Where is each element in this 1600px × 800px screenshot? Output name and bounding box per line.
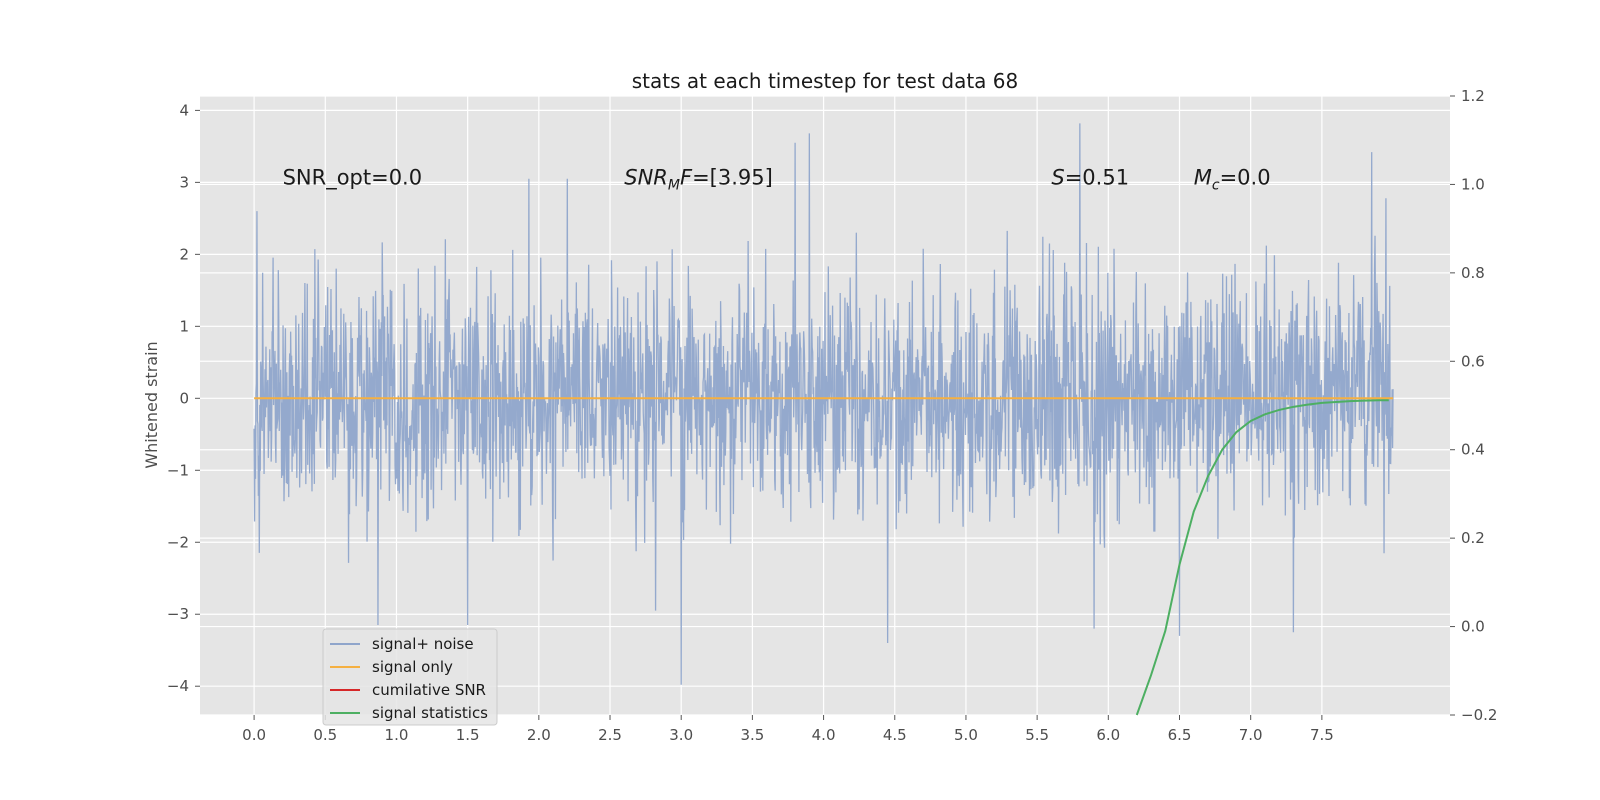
x-tick-label: 2.0 — [527, 726, 551, 744]
x-tick-label: 6.5 — [1168, 726, 1192, 744]
y-tick-label: 4 — [179, 101, 189, 119]
x-tick-label: 0.0 — [242, 726, 266, 744]
y2-tick-label: 0.0 — [1461, 618, 1485, 636]
series-line-signal-noise — [253, 123, 1394, 685]
x-tick-label: 5.5 — [1025, 726, 1049, 744]
y-tick-label: −1 — [167, 461, 189, 479]
y-tick-label: 2 — [179, 245, 189, 263]
chart-title: stats at each timestep for test data 68 — [632, 69, 1018, 93]
x-tick-label: 4.0 — [812, 726, 836, 744]
x-tick-label: 1.0 — [385, 726, 409, 744]
legend-label: signal only — [372, 658, 453, 676]
x-tick-label: 1.5 — [456, 726, 480, 744]
annotation: S=0.51 — [1051, 165, 1129, 189]
y2-tick-label: 0.8 — [1461, 264, 1485, 282]
x-tick-label: 7.5 — [1310, 726, 1334, 744]
legend-label: signal+ noise — [372, 635, 474, 653]
legend-label: signal statistics — [372, 704, 488, 722]
x-tick-label: 5.0 — [954, 726, 978, 744]
annotation: SNR_opt=0.0 — [283, 165, 423, 190]
y2-tick-label: 0.6 — [1461, 352, 1485, 370]
y-axis-label: Whitened strain — [142, 341, 161, 468]
y2-tick-label: 0.2 — [1461, 529, 1485, 547]
y2-tick-label: 0.4 — [1461, 441, 1485, 459]
y-tick-label: −4 — [167, 677, 189, 695]
y-tick-label: 3 — [179, 173, 189, 191]
x-tick-label: 6.0 — [1096, 726, 1120, 744]
x-tick-label: 0.5 — [313, 726, 337, 744]
grid — [200, 95, 1450, 716]
y2-tick-label: 1.2 — [1461, 87, 1485, 105]
y-tick-label: 0 — [179, 389, 189, 407]
y-tick-label: −3 — [167, 605, 189, 623]
legend-label: cumilative SNR — [372, 681, 486, 699]
line-series — [254, 397, 1394, 716]
series-line-signal-statistics — [1135, 399, 1389, 716]
y-tick-label: −2 — [167, 533, 189, 551]
x-tick-label: 7.0 — [1239, 726, 1263, 744]
series-signal-noise — [253, 123, 1394, 685]
x-tick-label: 3.0 — [669, 726, 693, 744]
axes: 0.0 0.5 1.0 1.5 2.0 2.5 3.0 3.5 4.0 4.5 5.0 5.5 6.0 6… — [167, 87, 1498, 744]
x-tick-label: 2.5 — [598, 726, 622, 744]
x-tick-label: 3.5 — [740, 726, 764, 744]
x-tick-label: 4.5 — [883, 726, 907, 744]
annotation: SNRMF=[3.95] — [624, 165, 773, 193]
annotations: SNR_opt=0.0 SNRMF=[3.95] S=0.51 Mc=0.0 — [283, 165, 1271, 193]
y2-tick-label: −0.2 — [1461, 706, 1497, 724]
y-tick-label: 1 — [179, 317, 189, 335]
legend-box — [322, 628, 498, 726]
annotation: Mc=0.0 — [1194, 165, 1271, 193]
legend: signal+ noise signal only cumilative SNR si… — [322, 628, 498, 726]
y2-tick-label: 1.0 — [1461, 175, 1485, 193]
